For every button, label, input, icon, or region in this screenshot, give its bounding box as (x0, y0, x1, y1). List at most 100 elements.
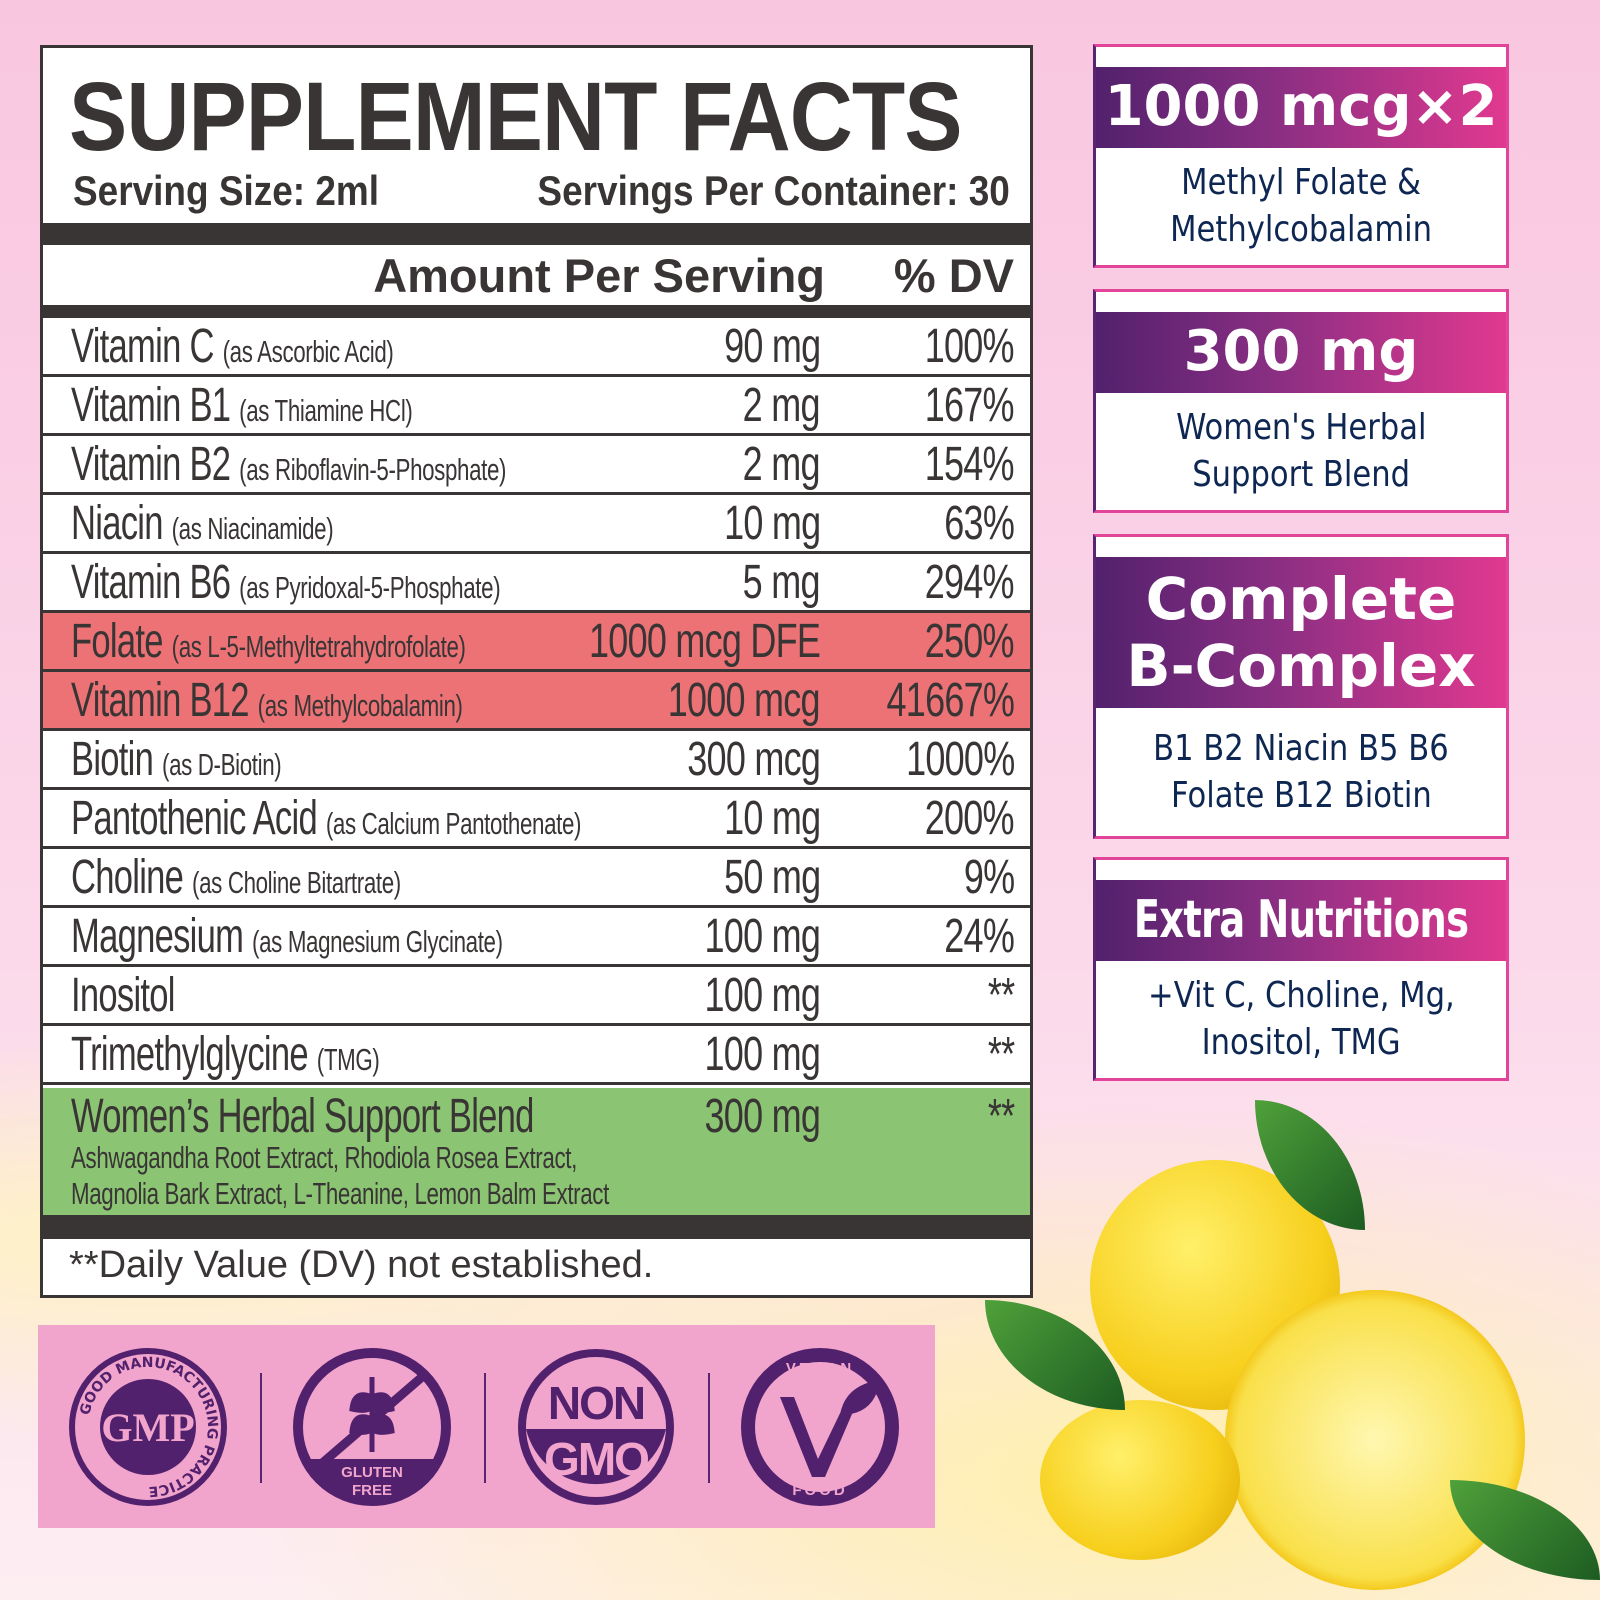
nutrient-name: Choline (as Choline Bitartrate) (71, 851, 401, 904)
nutrient-amount: 5 mg (742, 556, 821, 609)
card-line2: Folate B12 Biotin (1170, 775, 1432, 816)
serving-size: Serving Size: 2ml (73, 167, 380, 214)
blend-ingredients-line1: Ashwagandha Root Extract, Rhodiola Rosea… (71, 1140, 577, 1175)
nutrient-row: Magnesium (as Magnesium Glycinate) 100 mg… (43, 908, 1030, 967)
nutrient-dv: 9% (963, 851, 1014, 904)
nutrient-form: (TMG) (316, 1042, 380, 1077)
gmo-text: GMO (544, 1433, 648, 1485)
card-line1: +Vit C, Choline, Mg, (1147, 975, 1455, 1016)
card-line1: B1 B2 Niacin B5 B6 (1153, 728, 1449, 769)
nutrient-dv: ** (987, 1028, 1014, 1081)
nutrient-form: (as L-5-Methyltetrahydrofolate) (171, 629, 466, 664)
nutrient-name: Inositol (71, 969, 175, 1022)
nutrient-row: Vitamin B2 (as Riboflavin-5-Phosphate) 2 … (43, 436, 1030, 495)
nutrient-dv: 41667% (886, 674, 1014, 727)
gmp-badge-icon: GOOD MANUFACTURING PRACTICE GMP (69, 1348, 227, 1506)
non-text: NON (548, 1377, 644, 1429)
nutrient-name: Magnesium (as Magnesium Glycinate) (71, 910, 503, 963)
nutrient-form: (as D-Biotin) (162, 747, 282, 782)
nutrient-name: Vitamin B6 (as Pyridoxal-5-Phosphate) (71, 556, 501, 609)
free-text: FREE (352, 1482, 392, 1499)
card-b-complex: Complete B-Complex B1 B2 Niacin B5 B6 Fola… (1093, 534, 1509, 839)
nutrient-name: Vitamin B2 (as Riboflavin-5-Phosphate) (71, 438, 507, 491)
nutrient-name: Biotin (as D-Biotin) (71, 733, 282, 786)
nutrient-form: (as Choline Bitartrate) (192, 865, 401, 900)
divider-thick-bottom (43, 1215, 1030, 1239)
vegan-text: VEGAN (786, 1360, 854, 1377)
nutrient-form: (as Calcium Pantothenate) (325, 806, 582, 841)
gluten-text: GLUTEN (341, 1464, 403, 1481)
nutrient-dv: 154% (924, 438, 1015, 491)
nutrient-amount: 50 mg (723, 851, 821, 904)
card-headline: 300 mg (1183, 319, 1419, 385)
blend-ingredients-line2: Magnolia Bark Extract, L-Theanine, Lemon… (71, 1176, 609, 1211)
blend-amount: 300 mg (704, 1090, 820, 1143)
footnote: **Daily Value (DV) not established. (69, 1244, 654, 1286)
nutrient-form: (as Niacinamide) (171, 511, 334, 546)
card-headline: Extra Nutritions (1133, 889, 1469, 950)
nutrient-form: (as Riboflavin-5-Phosphate) (239, 452, 507, 487)
gluten-free-badge-icon: GLUTEN FREE (293, 1348, 451, 1506)
nutrient-row: Choline (as Choline Bitartrate) 50 mg 9% (43, 849, 1030, 908)
divider (260, 1373, 262, 1483)
dv-header: % DV (893, 249, 1014, 302)
nutrient-form: (as Ascorbic Acid) (222, 334, 394, 369)
card-folate-b12: 1000 mcg×2 Methyl Folate & Methylcobalami… (1093, 44, 1509, 268)
nutrient-name: Trimethylglycine (TMG) (71, 1028, 380, 1081)
nutrient-row: Vitamin B1 (as Thiamine HCl) 2 mg 167% (43, 377, 1030, 436)
nutrient-amount: 2 mg (742, 379, 821, 432)
card-line2: Support Blend (1192, 454, 1410, 495)
nutrient-name: Vitamin B1 (as Thiamine HCl) (71, 379, 413, 432)
nutrient-dv: 200% (924, 792, 1015, 845)
nutrient-name: Niacin (as Niacinamide) (71, 497, 334, 550)
divider (708, 1373, 710, 1483)
servings-per-container: Servings Per Container: 30 (537, 167, 1010, 214)
nutrient-amount: 100 mg (704, 910, 820, 963)
nutrient-row: Folate (as L-5-Methyltetrahydrofolate) 10… (43, 613, 1030, 672)
nutrient-amount: 2 mg (742, 438, 821, 491)
nutrient-dv: 63% (944, 497, 1015, 550)
nutrient-dv: 100% (924, 320, 1015, 373)
divider-thick (43, 223, 1030, 245)
nutrient-amount: 1000 mcg (667, 674, 821, 727)
nutrient-amount: 100 mg (704, 1028, 820, 1081)
card-herbal-blend: 300 mg Women's Herbal Support Blend (1093, 289, 1509, 513)
vegan-badge-icon: VEGAN FOOD (741, 1348, 899, 1506)
amount-header: Amount Per Serving (373, 249, 825, 302)
nutrient-amount: 10 mg (723, 792, 821, 845)
lemon-slice-icon (1225, 1290, 1525, 1590)
card-headline: 1000 mcg×2 (1104, 74, 1498, 140)
nutrient-row: Inositol 100 mg ** (43, 967, 1030, 1026)
nutrient-row: Vitamin B12 (as Methylcobalamin) 1000 mcg… (43, 672, 1030, 731)
blend-dv: ** (987, 1090, 1014, 1143)
card-headline1: Complete (1145, 564, 1457, 633)
nutrient-dv: 167% (924, 379, 1015, 432)
card-headline2: B-Complex (1126, 631, 1476, 700)
nutrient-row: Biotin (as D-Biotin) 300 mcg 1000% (43, 731, 1030, 790)
card-extra-nutritions: Extra Nutritions +Vit C, Choline, Mg, Ino… (1093, 857, 1509, 1081)
nutrient-form: (as Pyridoxal-5-Phosphate) (239, 570, 501, 605)
food-text: FOOD (792, 1482, 847, 1499)
facts-title: SUPPLEMENT FACTS (69, 62, 963, 171)
nutrient-amount: 10 mg (723, 497, 821, 550)
nutrient-row: Trimethylglycine (TMG) 100 mg ** (43, 1026, 1030, 1085)
nutrient-form: (as Thiamine HCl) (239, 393, 413, 428)
card-line1: Methyl Folate & (1181, 162, 1421, 203)
supplement-facts-panel: SUPPLEMENT FACTS Serving Size: 2ml Servi… (40, 45, 1033, 1298)
non-gmo-badge-icon: NON GMO (518, 1349, 674, 1505)
nutrient-amount: 1000 mcg DFE (588, 615, 821, 668)
nutrient-row: Vitamin B6 (as Pyridoxal-5-Phosphate) 5 m… (43, 554, 1030, 613)
card-line2: Methylcobalamin (1170, 209, 1432, 250)
nutrient-form: (as Methylcobalamin) (257, 688, 463, 723)
nutrient-dv: 294% (924, 556, 1015, 609)
card-line1: Women's Herbal (1175, 407, 1427, 448)
nutrient-name: Vitamin C (as Ascorbic Acid) (71, 320, 394, 373)
nutrient-name: Pantothenic Acid (as Calcium Pantothenat… (71, 792, 582, 845)
nutrient-amount: 90 mg (723, 320, 821, 373)
nutrient-name: Folate (as L-5-Methyltetrahydrofolate) (71, 615, 466, 668)
card-line2: Inositol, TMG (1201, 1022, 1401, 1063)
divider-medium (43, 305, 1030, 318)
nutrient-dv: 250% (924, 615, 1015, 668)
gmp-text: GMP (101, 1405, 194, 1450)
nutrient-name: Vitamin B12 (as Methylcobalamin) (71, 674, 463, 727)
